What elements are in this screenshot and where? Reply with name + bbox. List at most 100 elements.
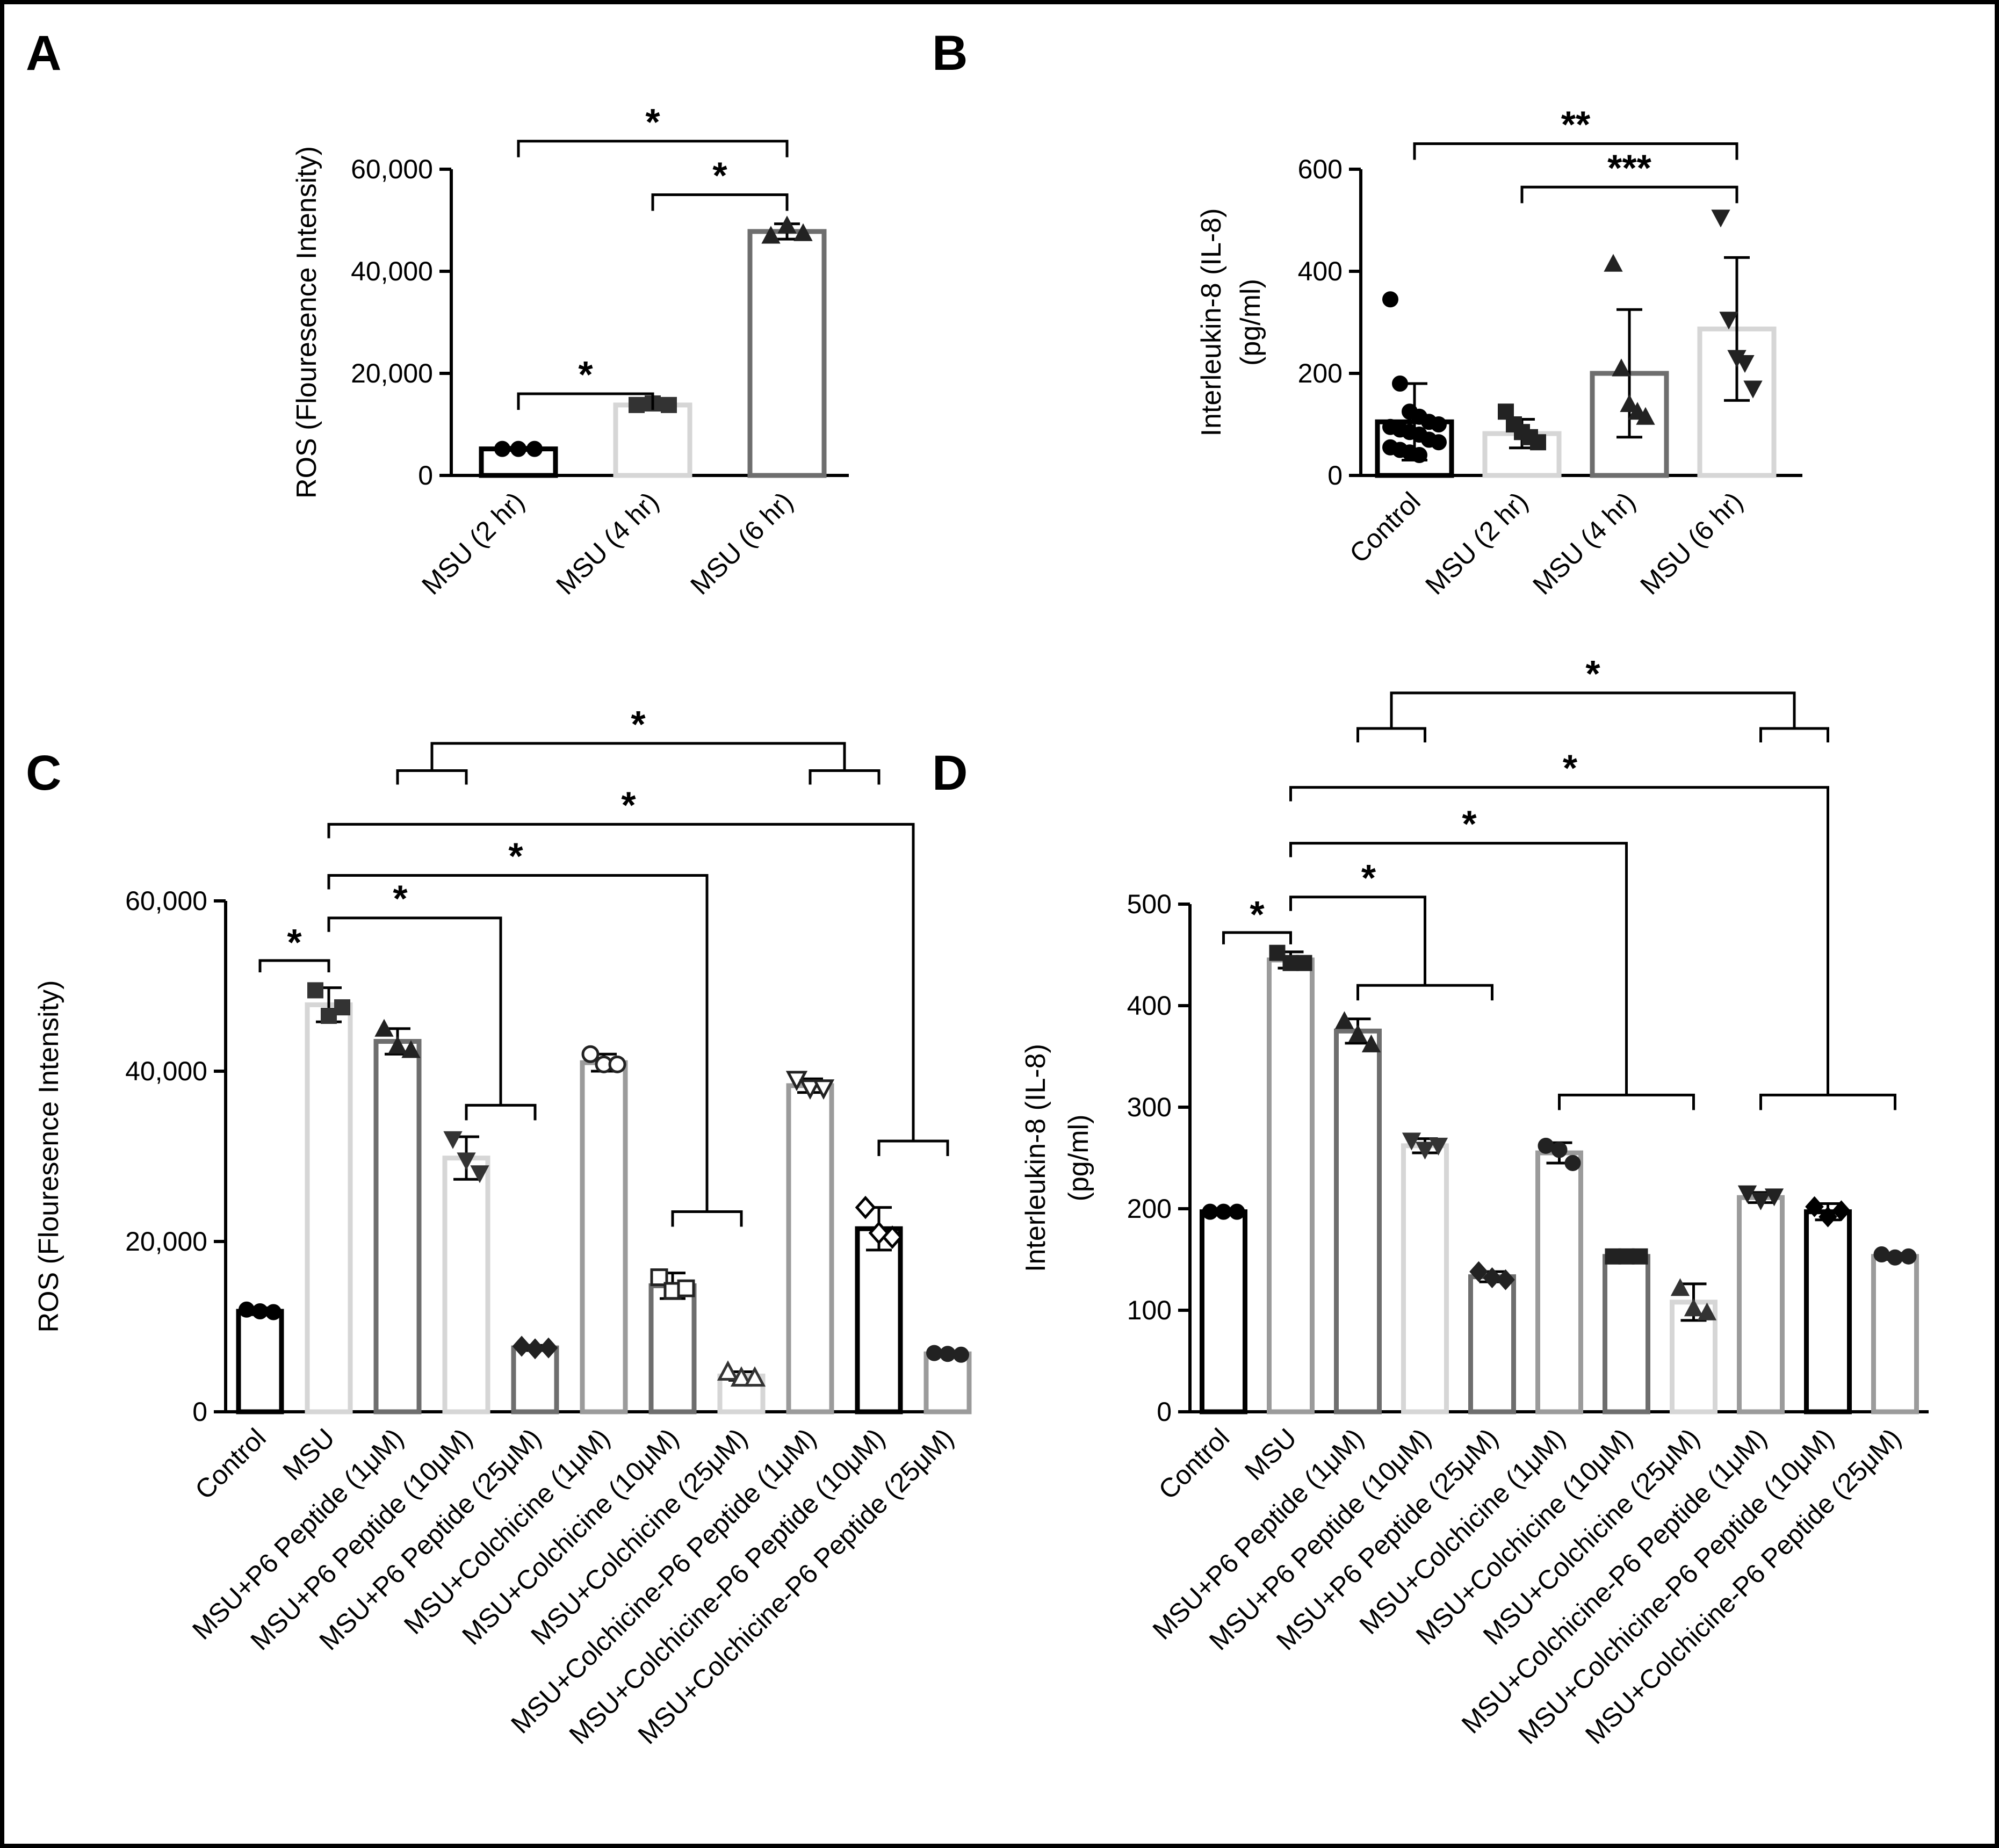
bar	[1334, 1028, 1382, 1414]
data-point	[777, 215, 797, 234]
data-point	[608, 1055, 626, 1073]
panel-letter: B	[932, 26, 968, 81]
data-point	[1415, 1142, 1435, 1160]
y-tick-label: 20,000	[351, 358, 433, 388]
significance-label: *	[1250, 893, 1265, 935]
data-point	[1431, 434, 1447, 451]
y-tick-label: 0	[418, 460, 433, 490]
data-point	[855, 1195, 876, 1219]
data-point	[1402, 1132, 1421, 1151]
data-point	[882, 1225, 903, 1249]
data-point	[1411, 447, 1427, 463]
data-point	[1620, 394, 1639, 412]
data-point	[1751, 1192, 1771, 1211]
significance-label: *	[712, 155, 727, 197]
significance-label: *	[393, 878, 408, 920]
panel-letter: A	[26, 26, 61, 81]
data-point	[1697, 1302, 1717, 1320]
data-point	[252, 1303, 268, 1319]
data-point	[1887, 1249, 1903, 1266]
data-point	[1632, 1248, 1648, 1265]
data-point	[1618, 1248, 1635, 1265]
data-point	[1551, 1142, 1568, 1158]
bar	[1200, 1209, 1247, 1414]
significance-bracket	[1289, 896, 1426, 986]
bar	[580, 1060, 628, 1414]
significance-label: *	[578, 353, 593, 395]
data-point	[443, 1131, 463, 1149]
y-tick-label: 400	[1127, 991, 1172, 1021]
data-point	[494, 441, 510, 457]
bar	[305, 1002, 353, 1414]
data-point	[1229, 1203, 1245, 1220]
y-axis-title: (pg/ml)	[1063, 1115, 1094, 1202]
panel-letter: C	[26, 746, 61, 800]
data-point	[388, 1036, 407, 1054]
significance-bracket	[877, 1139, 949, 1156]
significance-label: *	[1361, 857, 1376, 899]
y-tick-label: 600	[1298, 154, 1343, 184]
y-tick-label: 40,000	[351, 256, 433, 286]
bar	[1603, 1254, 1650, 1414]
y-tick-label: 200	[1127, 1194, 1172, 1224]
y-tick-label: 20,000	[125, 1226, 207, 1257]
significance-label: *	[621, 784, 636, 826]
bar	[442, 1156, 490, 1414]
data-point	[539, 1337, 558, 1359]
significance-label: *	[508, 835, 523, 877]
data-point	[730, 1366, 753, 1387]
data-point	[1818, 1206, 1837, 1228]
data-point	[744, 1366, 766, 1387]
significance-bracket	[1356, 984, 1493, 1001]
data-point	[1202, 1203, 1218, 1220]
y-tick-label: 60,000	[351, 154, 433, 184]
significance-label: *	[631, 703, 646, 745]
data-point	[374, 1019, 394, 1037]
data-point	[457, 1152, 476, 1171]
data-point	[761, 226, 781, 244]
y-tick-label: 0	[1157, 1397, 1172, 1427]
data-point	[1269, 944, 1286, 961]
data-point	[1735, 355, 1755, 373]
data-point	[512, 1336, 531, 1357]
data-point	[717, 1360, 739, 1381]
significance-label: *	[645, 101, 660, 143]
significance-bracket	[1558, 1093, 1695, 1110]
data-point	[677, 1279, 695, 1297]
data-point	[812, 1079, 835, 1100]
data-point	[953, 1346, 969, 1363]
data-point	[1605, 1248, 1621, 1265]
bar	[1267, 957, 1315, 1414]
data-point	[1282, 955, 1299, 971]
data-point	[401, 1040, 421, 1058]
significance-bracket	[1222, 931, 1292, 944]
data-point	[1743, 380, 1763, 399]
significance-label: *	[287, 921, 302, 963]
data-point	[1361, 1034, 1381, 1052]
data-point	[1636, 407, 1655, 425]
data-point	[1900, 1248, 1917, 1265]
panel-letter: D	[932, 746, 968, 800]
y-tick-label: 60,000	[125, 886, 207, 916]
significance-bracket	[327, 822, 915, 1141]
data-point	[793, 223, 813, 241]
data-point	[1215, 1203, 1232, 1220]
bar	[1468, 1274, 1516, 1414]
data-point	[1392, 376, 1408, 392]
data-point	[1431, 416, 1447, 432]
y-tick-label: 200	[1298, 358, 1343, 388]
bar	[648, 1283, 697, 1414]
data-point	[1832, 1200, 1851, 1222]
y-axis-title: (pg/ml)	[1235, 279, 1266, 366]
data-point	[650, 1268, 668, 1287]
data-point	[1530, 434, 1546, 451]
y-tick-label: 40,000	[125, 1056, 207, 1086]
y-axis-title: Interleukin-8 (IL-8)	[1196, 208, 1227, 437]
data-point	[334, 999, 350, 1016]
data-point	[1670, 1278, 1690, 1296]
data-point	[526, 441, 543, 457]
significance-bracket	[1520, 185, 1738, 204]
significance-bracket	[1289, 786, 1829, 1095]
bar	[1737, 1195, 1785, 1414]
bar	[855, 1226, 903, 1414]
